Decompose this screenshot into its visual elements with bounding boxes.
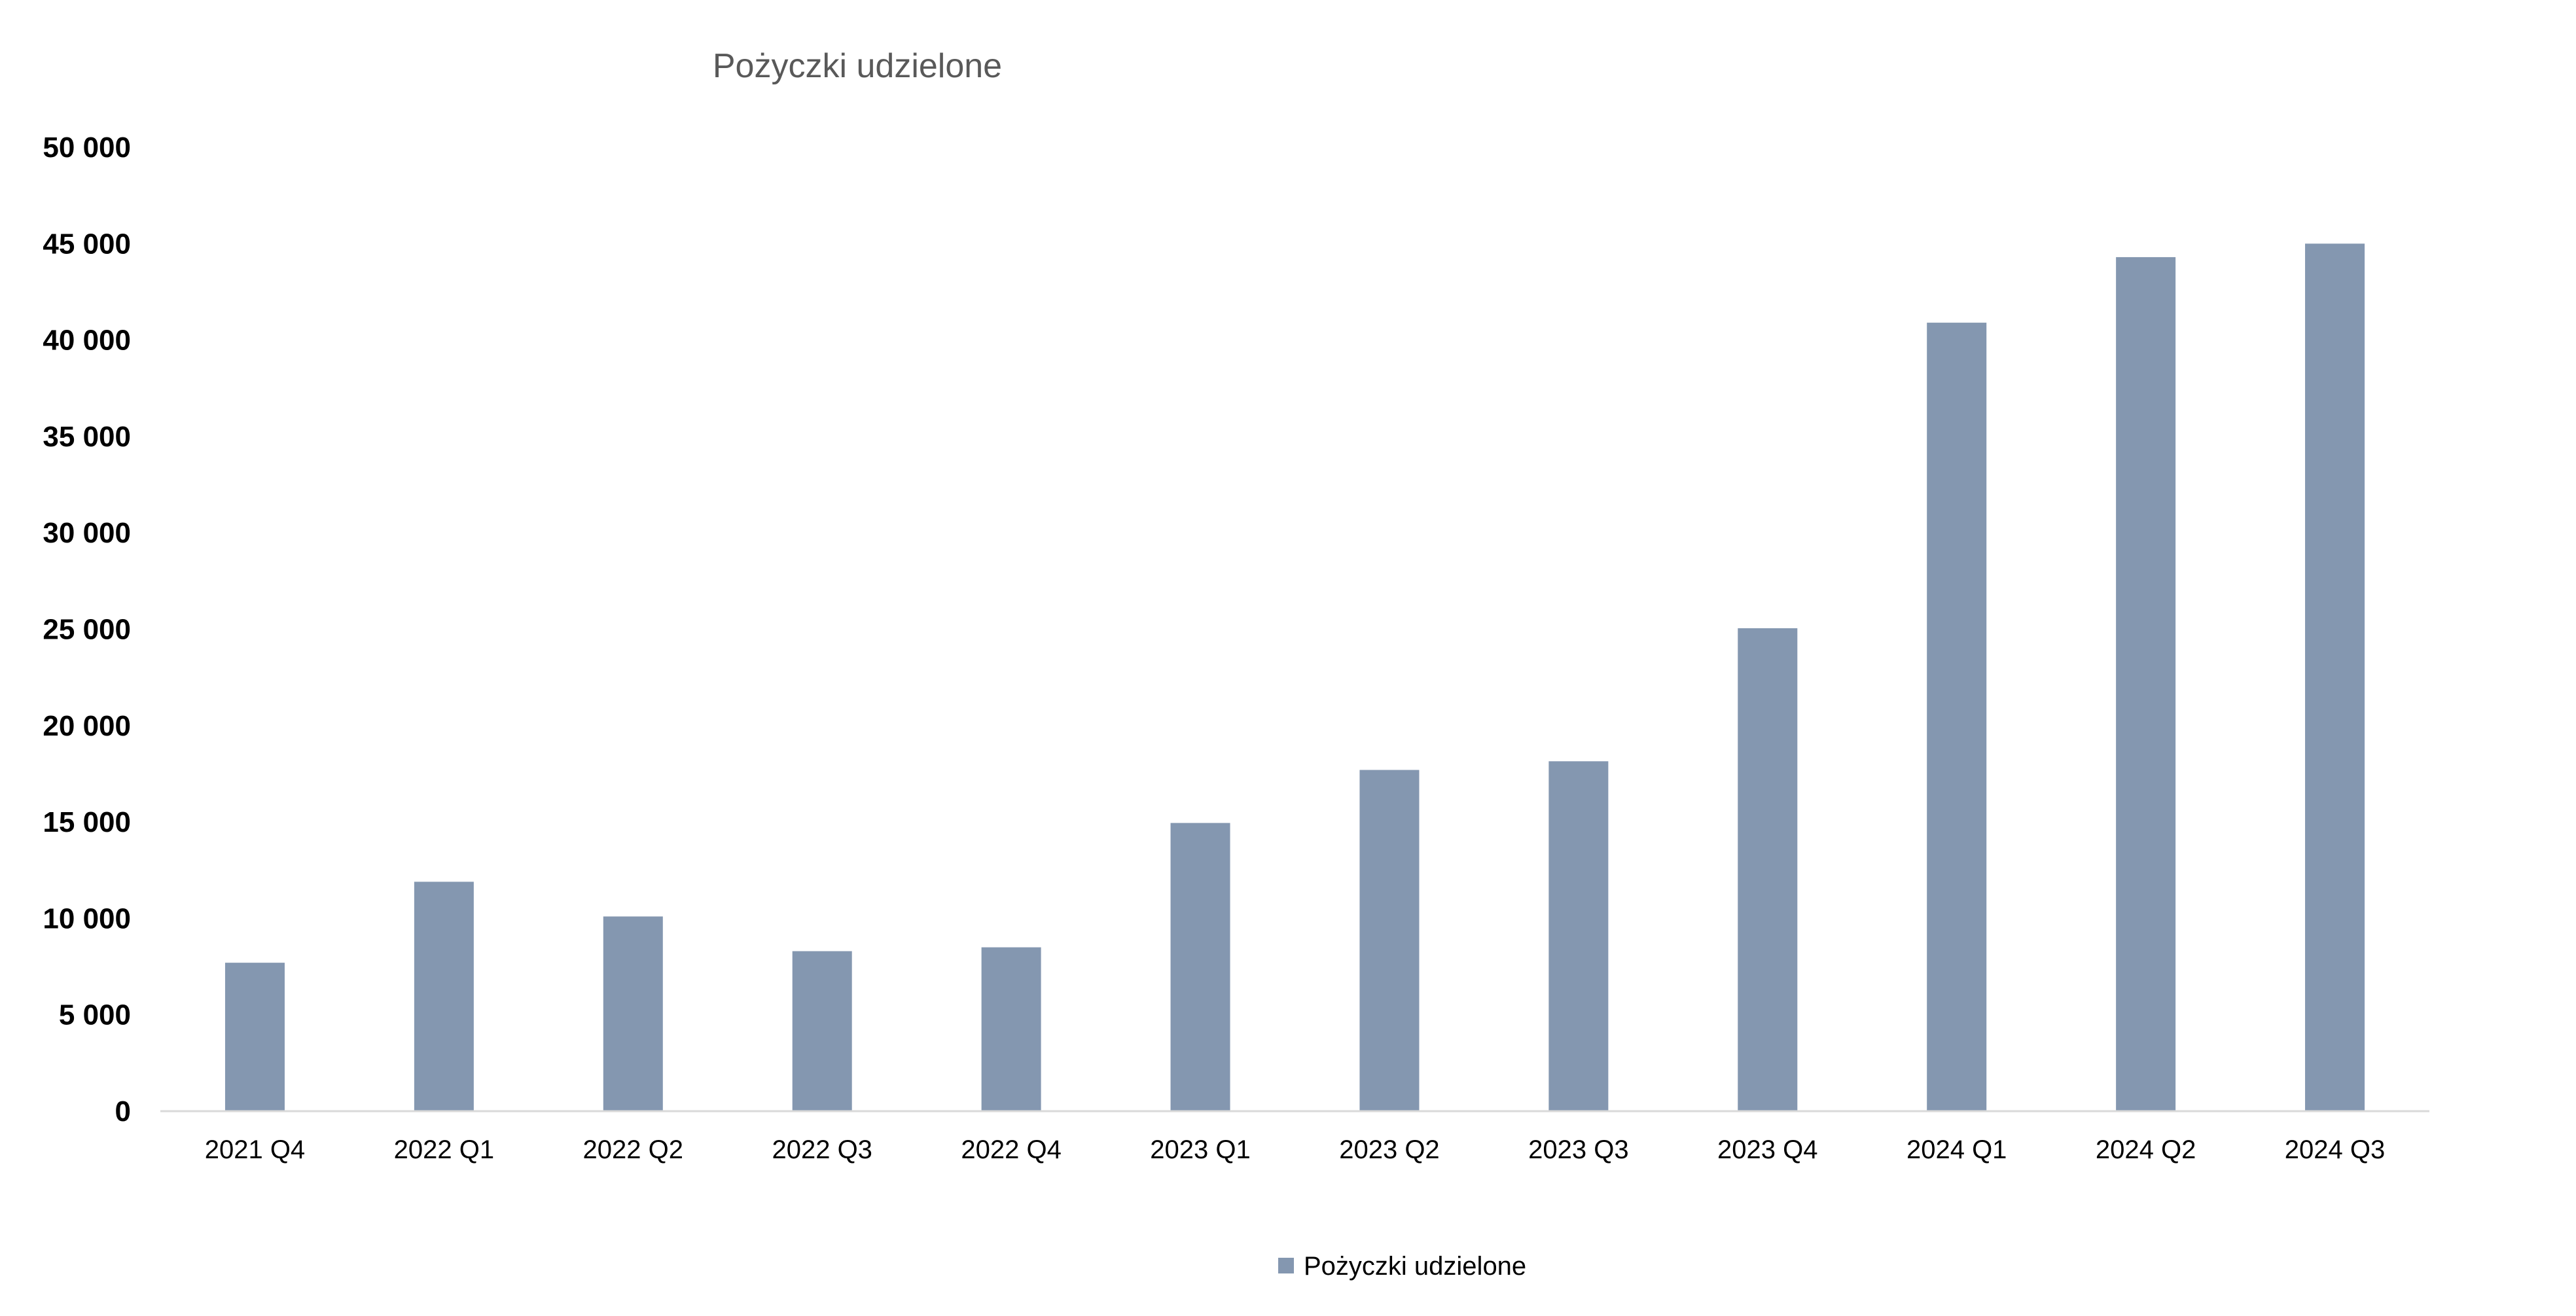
bar [224,963,285,1111]
x-tick-label: 2024 Q3 [2285,1135,2385,1164]
bars [224,243,2365,1112]
x-axis-labels: 2021 Q4 2022 Q1 2022 Q2 2022 Q3 2022 Q4 2023 … [205,1135,2386,1164]
x-tick-label: 2024 Q2 [2096,1135,2196,1164]
x-tick-label: 2022 Q1 [394,1135,494,1164]
y-tick-label: 10 000 [43,902,131,934]
x-tick-label: 2022 Q4 [961,1135,1061,1164]
y-tick-label: 30 000 [43,517,131,549]
y-tick-label: 15 000 [43,806,131,838]
y-tick-label: 45 000 [43,228,131,260]
y-tick-label: 50 000 [43,132,131,164]
y-tick-label: 35 000 [43,421,131,453]
bar [981,947,1041,1111]
bar [1738,628,1798,1111]
x-tick-label: 2023 Q2 [1339,1135,1439,1164]
bar [603,916,663,1111]
bar [1927,323,1987,1112]
bar [792,951,852,1111]
x-tick-label: 2021 Q4 [205,1135,305,1164]
y-axis-labels: 0 5 000 10 000 15 000 20 000 25 000 30 000 35 0… [43,132,131,1128]
chart-title: Pożyczki udzielone [713,47,1002,85]
bar [1359,770,1420,1111]
x-tick-label: 2023 Q3 [1528,1135,1628,1164]
bar [2116,257,2176,1111]
y-tick-label: 40 000 [43,325,131,357]
bar [1170,823,1230,1111]
x-tick-label: 2023 Q1 [1150,1135,1250,1164]
legend-label: Pożyczki udzielone [1304,1252,1526,1281]
bar [1548,761,1609,1111]
x-tick-label: 2022 Q3 [772,1135,872,1164]
y-tick-label: 25 000 [43,614,131,646]
y-tick-label: 0 [115,1095,131,1128]
x-tick-label: 2024 Q1 [1906,1135,2007,1164]
bar [2305,243,2365,1111]
legend-swatch [1278,1258,1294,1273]
legend: Pożyczki udzielone [1278,1252,1526,1281]
x-tick-label: 2022 Q2 [583,1135,683,1164]
bar [414,881,474,1111]
x-tick-label: 2023 Q4 [1717,1135,1817,1164]
y-tick-label: 5 000 [59,999,131,1031]
y-tick-label: 20 000 [43,710,131,742]
